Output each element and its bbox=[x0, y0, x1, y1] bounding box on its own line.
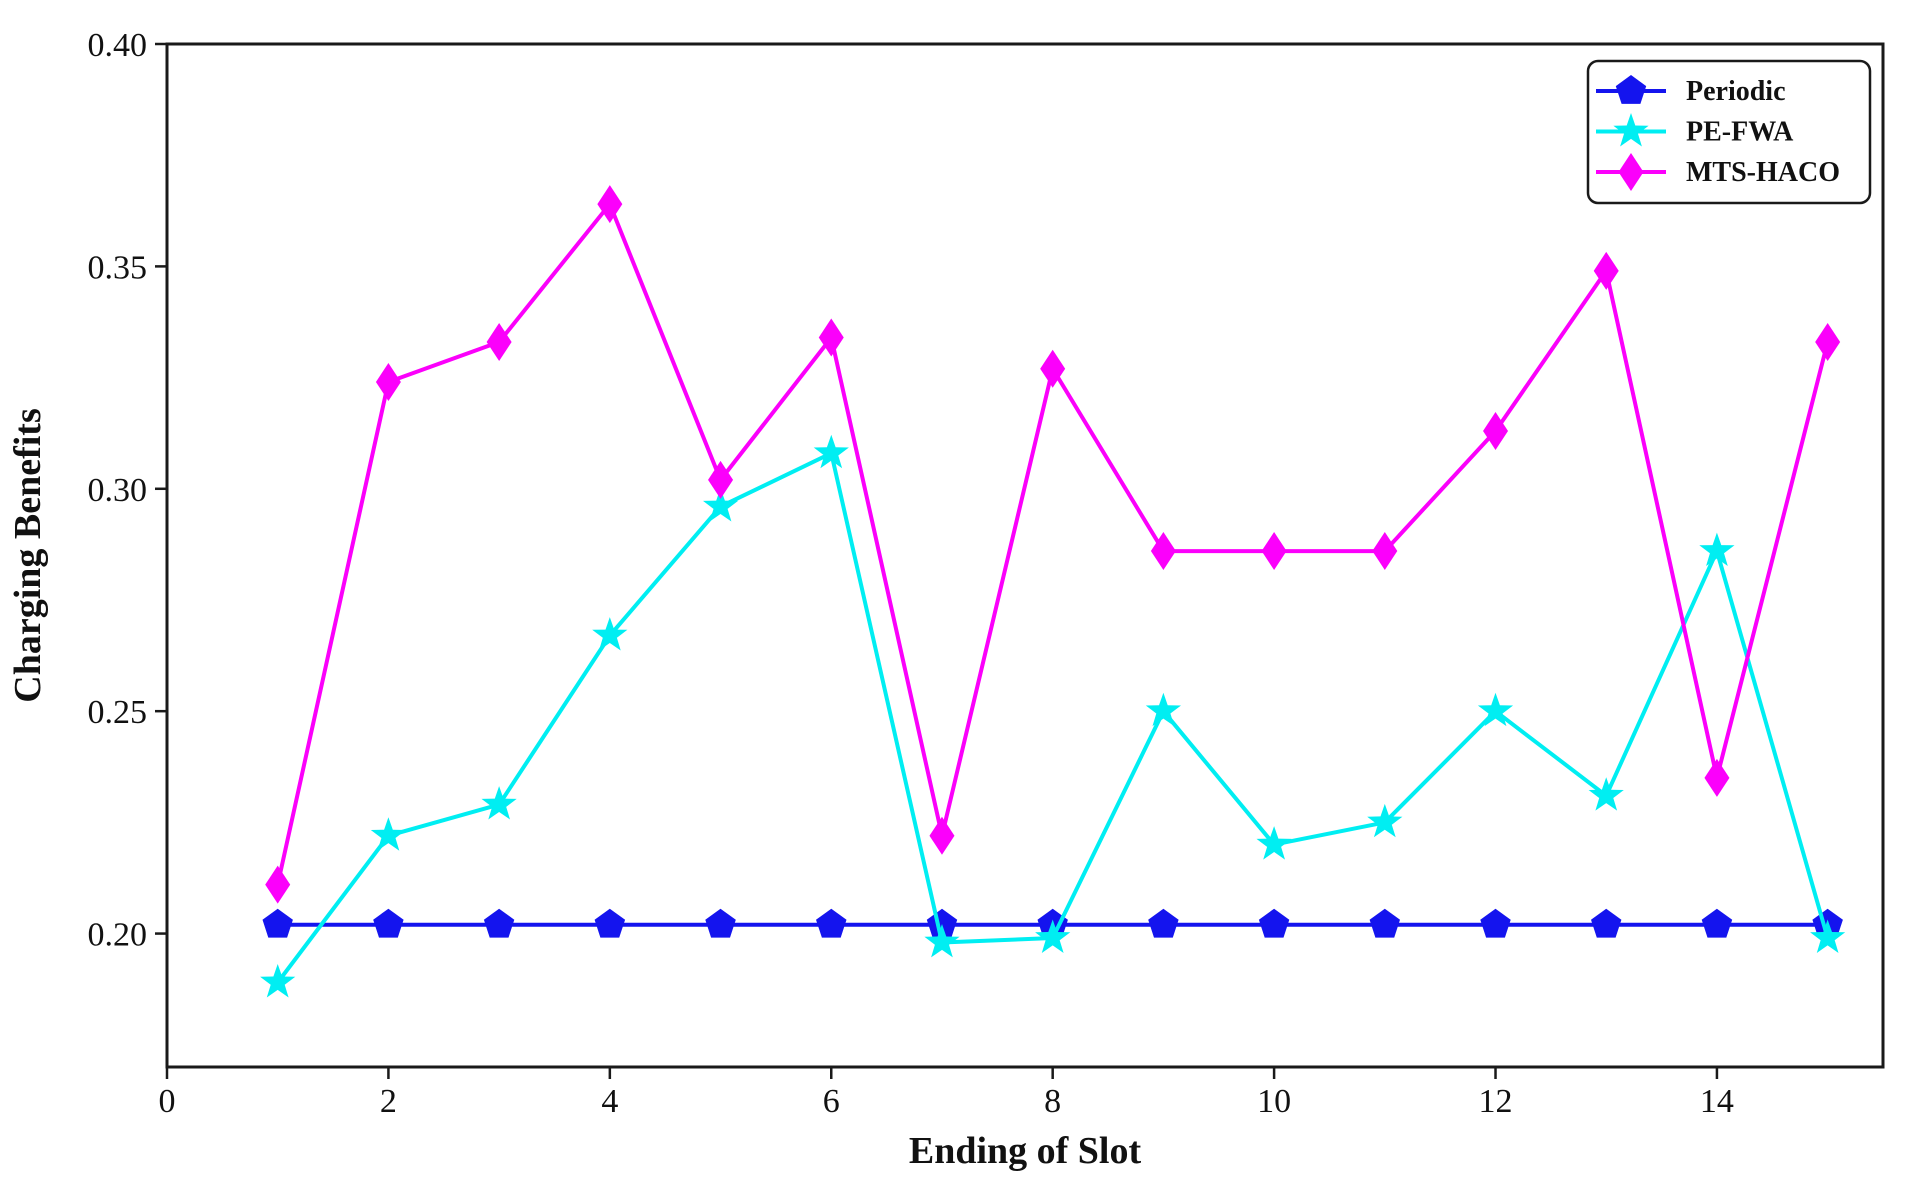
pe-fwa-legend-star-marker-icon bbox=[1613, 113, 1649, 147]
mts-haco-diamond-marker bbox=[708, 460, 734, 499]
pe-fwa-star-marker bbox=[1699, 532, 1735, 566]
periodic-pentagon-marker bbox=[1258, 908, 1290, 938]
legend-item-periodic: Periodic bbox=[1596, 75, 1786, 107]
mts-haco-diamond-marker bbox=[1261, 532, 1287, 571]
legend-label: PE-FWA bbox=[1686, 117, 1794, 148]
periodic-pentagon-marker bbox=[262, 908, 293, 938]
legend-item-mts-haco: MTS-HACO bbox=[1596, 153, 1840, 191]
pe-fwa-star-marker bbox=[813, 434, 849, 469]
x-tick-label: 0 bbox=[159, 1083, 176, 1120]
y-tick-label: 0.20 bbox=[88, 917, 148, 954]
pe-fwa-star-marker bbox=[1035, 919, 1071, 953]
mts-haco-diamond-marker bbox=[1483, 411, 1509, 450]
periodic-pentagon-marker bbox=[1591, 908, 1622, 938]
periodic-pentagon-marker bbox=[816, 908, 847, 938]
mts-haco-diamond-marker bbox=[1040, 349, 1066, 388]
x-tick-label: 2 bbox=[380, 1083, 397, 1120]
x-tick-label: 12 bbox=[1479, 1083, 1513, 1120]
pe-fwa-star-marker bbox=[1477, 692, 1514, 727]
x-tick-label: 6 bbox=[823, 1083, 840, 1120]
pe-fwa-star-marker bbox=[592, 617, 628, 651]
legend: Periodic PE-FWA MTS-HACO bbox=[1586, 59, 1872, 205]
pe-fwa-star-marker bbox=[260, 964, 296, 998]
y-tick-label: 0.25 bbox=[88, 694, 148, 731]
mts-haco-diamond-marker bbox=[375, 363, 401, 402]
pe-fwa-star-marker bbox=[703, 488, 739, 522]
periodic-legend-pentagon-marker-icon bbox=[1615, 75, 1647, 104]
pe-fwa-star-marker bbox=[1588, 777, 1624, 811]
mts-haco-diamond-marker bbox=[1593, 251, 1619, 290]
mts-haco-diamond-marker bbox=[1372, 532, 1398, 571]
y-tick-label: 0.35 bbox=[88, 249, 148, 286]
pe-fwa-star-marker bbox=[481, 786, 517, 820]
legend-item-pe-fwa: PE-FWA bbox=[1596, 113, 1794, 148]
periodic-pentagon-marker bbox=[1369, 908, 1400, 938]
periodic-pentagon-marker bbox=[705, 908, 736, 938]
series-mts-haco bbox=[265, 185, 1841, 904]
y-tick-label: 0.40 bbox=[88, 27, 148, 64]
legend-box bbox=[1586, 59, 1872, 205]
mts-haco-diamond-marker bbox=[597, 185, 623, 224]
pe-fwa-star-marker bbox=[1367, 803, 1403, 838]
periodic-pentagon-marker bbox=[594, 908, 626, 938]
periodic-pentagon-marker bbox=[1148, 908, 1179, 938]
periodic-pentagon-marker bbox=[373, 908, 404, 938]
x-tick-label: 10 bbox=[1257, 1083, 1291, 1120]
mts-haco-diamond-marker bbox=[486, 323, 512, 362]
y-axis: 0.20 0.25 0.30 0.35 0.40 bbox=[88, 27, 167, 954]
pe-fwa-star-marker bbox=[924, 924, 960, 958]
plot-frame bbox=[165, 42, 1885, 1069]
legend-label: MTS-HACO bbox=[1686, 157, 1840, 188]
pe-fwa-star-marker bbox=[1256, 826, 1292, 860]
y-axis-title: Charging Benefits bbox=[7, 408, 49, 703]
periodic-pentagon-marker bbox=[483, 908, 515, 938]
x-axis: 0 2 4 6 8 10 12 14 bbox=[159, 1067, 1734, 1120]
x-tick-label: 14 bbox=[1700, 1083, 1734, 1120]
pe-fwa-star-marker bbox=[1810, 919, 1846, 953]
mts-haco-legend-diamond-marker-icon bbox=[1618, 153, 1644, 191]
legend-label: Periodic bbox=[1686, 76, 1786, 107]
mts-haco-diamond-marker bbox=[1704, 758, 1730, 797]
mts-haco-diamond-marker bbox=[1150, 532, 1176, 571]
pe-fwa-star-marker bbox=[1145, 692, 1181, 727]
periodic-pentagon-marker bbox=[1480, 908, 1511, 938]
mts-haco-diamond-marker bbox=[265, 865, 291, 904]
mts-haco-diamond-marker bbox=[1815, 323, 1841, 362]
pe-fwa-star-marker bbox=[370, 817, 406, 851]
mts-haco-diamond-marker bbox=[929, 816, 955, 855]
y-tick-label: 0.30 bbox=[88, 472, 148, 509]
mts-haco-diamond-marker bbox=[818, 318, 844, 357]
x-tick-label: 8 bbox=[1044, 1083, 1061, 1120]
series-pe-fwa bbox=[260, 434, 1846, 998]
periodic-pentagon-marker bbox=[1701, 908, 1733, 938]
x-tick-label: 4 bbox=[601, 1083, 618, 1120]
x-axis-title: Ending of Slot bbox=[909, 1130, 1142, 1172]
